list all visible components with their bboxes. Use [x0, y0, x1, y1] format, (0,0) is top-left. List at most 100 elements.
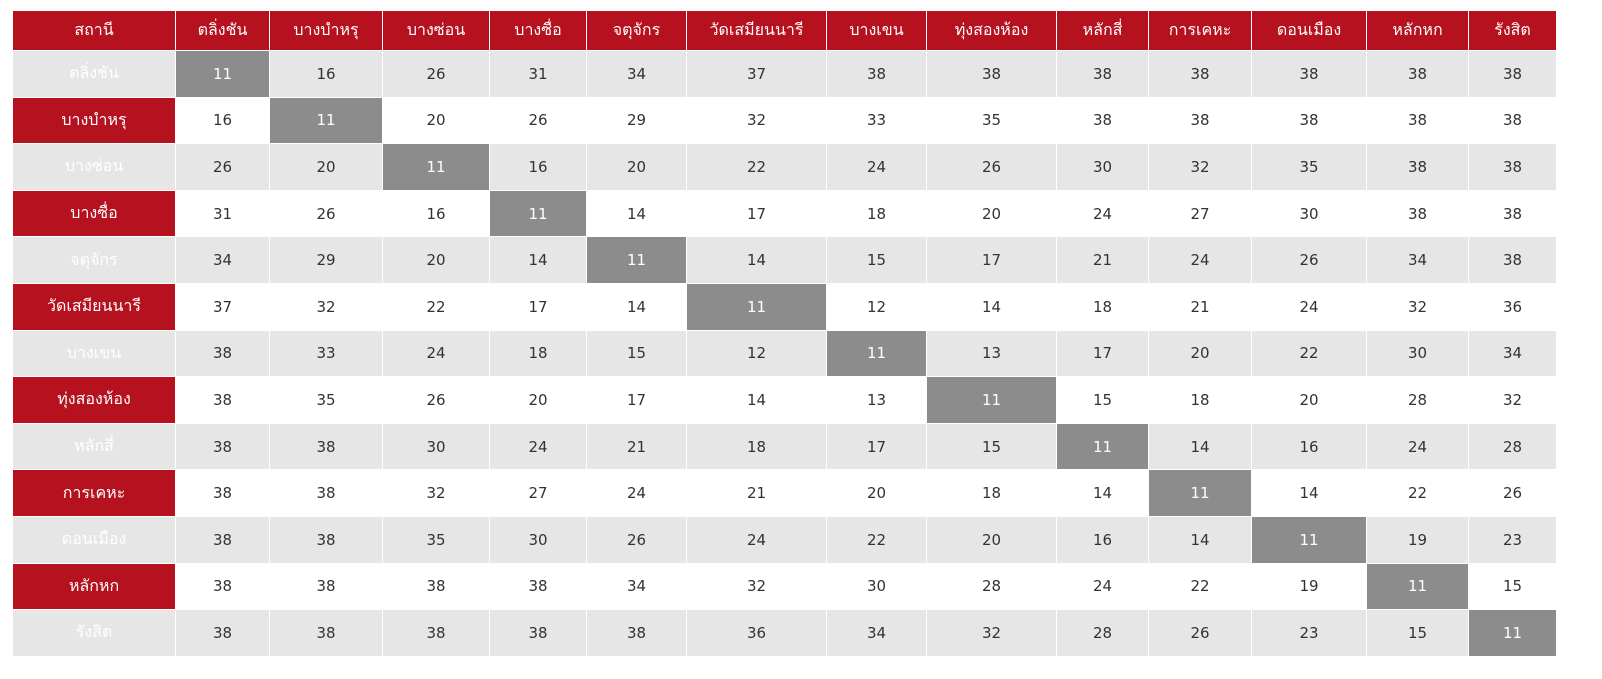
fare-cell: 19 — [1366, 515, 1469, 564]
fare-cell: 16 — [1056, 515, 1149, 564]
fare-cell: 38 — [1468, 143, 1557, 191]
fare-cell: 15 — [926, 422, 1057, 471]
header-row: สถานี ตลิ่งชัน บางบำหรุ บางซ่อน บางซื่อ จตุจั… — [12, 10, 1557, 51]
fare-cell: 26 — [586, 515, 687, 564]
fare-cell: 38 — [489, 562, 587, 611]
fare-table-wrap: สถานี ตลิ่งชัน บางบำหรุ บางซ่อน บางซื่อ จตุจั… — [12, 10, 1557, 657]
fare-cell: 26 — [1148, 609, 1252, 657]
fare-cell: 18 — [686, 422, 827, 471]
fare-cell: 24 — [1148, 236, 1252, 284]
fare-cell: 20 — [489, 376, 587, 424]
fare-cell: 20 — [269, 143, 383, 191]
row-header: บางบำหรุ — [12, 96, 176, 145]
fare-cell: 20 — [826, 469, 927, 517]
fare-cell: 35 — [926, 96, 1057, 145]
fare-cell: 17 — [686, 189, 827, 238]
column-header: บางบำหรุ — [269, 10, 383, 51]
fare-cell: 34 — [826, 609, 927, 657]
fare-cell: 38 — [175, 376, 270, 424]
fare-cell: 11 — [269, 96, 383, 145]
fare-cell: 38 — [826, 50, 927, 98]
fare-cell: 11 — [1148, 469, 1252, 517]
column-header: วัดเสมียนนารี — [686, 10, 827, 51]
fare-cell: 38 — [269, 562, 383, 611]
table-row: การเคหะ 38 38 32 27 24 21 20 18 14 11 14 22 26 — [12, 469, 1557, 517]
fare-cell: 38 — [269, 469, 383, 517]
fare-cell: 24 — [826, 143, 927, 191]
fare-cell: 18 — [1056, 282, 1149, 331]
table-row: หลักสี่ 38 38 30 24 21 18 17 15 11 14 16 24 28 — [12, 422, 1557, 471]
fare-cell: 24 — [686, 515, 827, 564]
fare-cell: 24 — [1056, 189, 1149, 238]
fare-cell: 11 — [382, 143, 490, 191]
fare-cell: 17 — [926, 236, 1057, 284]
fare-cell: 20 — [586, 143, 687, 191]
fare-cell: 38 — [175, 515, 270, 564]
row-header: บางซื่อ — [12, 189, 176, 238]
fare-cell: 16 — [382, 189, 490, 238]
column-header: ตลิ่งชัน — [175, 10, 270, 51]
fare-cell: 17 — [586, 376, 687, 424]
fare-cell: 26 — [1251, 236, 1367, 284]
fare-cell: 30 — [1366, 329, 1469, 378]
fare-cell: 14 — [926, 282, 1057, 331]
fare-table: สถานี ตลิ่งชัน บางบำหรุ บางซ่อน บางซื่อ จตุจั… — [12, 10, 1557, 657]
fare-cell: 30 — [1056, 143, 1149, 191]
fare-cell: 38 — [1468, 189, 1557, 238]
table-row: บางซ่อน 26 20 11 16 20 22 24 26 30 32 35 38 38 — [12, 143, 1557, 191]
fare-cell: 24 — [489, 422, 587, 471]
fare-cell: 24 — [1366, 422, 1469, 471]
fare-cell: 12 — [686, 329, 827, 378]
fare-cell: 30 — [1251, 189, 1367, 238]
fare-cell: 38 — [1366, 50, 1469, 98]
fare-cell: 14 — [686, 376, 827, 424]
fare-cell: 19 — [1251, 562, 1367, 611]
fare-cell: 38 — [1056, 50, 1149, 98]
fare-cell: 38 — [1251, 96, 1367, 145]
fare-cell: 13 — [826, 376, 927, 424]
fare-cell: 11 — [1468, 609, 1557, 657]
fare-cell: 24 — [1056, 562, 1149, 611]
fare-cell: 38 — [1366, 189, 1469, 238]
row-header: บางเขน — [12, 329, 176, 378]
fare-cell: 21 — [1056, 236, 1149, 284]
corner-header: สถานี — [12, 10, 176, 51]
fare-cell: 33 — [826, 96, 927, 145]
fare-cell: 14 — [489, 236, 587, 284]
fare-cell: 17 — [489, 282, 587, 331]
fare-cell: 38 — [1468, 236, 1557, 284]
fare-cell: 15 — [1366, 609, 1469, 657]
fare-cell: 17 — [826, 422, 927, 471]
fare-cell: 22 — [1366, 469, 1469, 517]
fare-cell: 38 — [1468, 50, 1557, 98]
fare-cell: 16 — [1251, 422, 1367, 471]
row-header: ทุ่งสองห้อง — [12, 376, 176, 424]
table-row: ทุ่งสองห้อง 38 35 26 20 17 14 13 11 15 18 20 28 32 — [12, 376, 1557, 424]
fare-cell: 28 — [926, 562, 1057, 611]
fare-cell: 14 — [1251, 469, 1367, 517]
fare-cell: 38 — [269, 609, 383, 657]
fare-cell: 32 — [382, 469, 490, 517]
fare-cell: 30 — [826, 562, 927, 611]
row-header: วัดเสมียนนารี — [12, 282, 176, 331]
fare-cell: 32 — [1468, 376, 1557, 424]
fare-cell: 31 — [489, 50, 587, 98]
fare-cell: 38 — [1366, 96, 1469, 145]
fare-cell: 37 — [175, 282, 270, 331]
fare-cell: 22 — [1148, 562, 1252, 611]
fare-cell: 28 — [1366, 376, 1469, 424]
column-header: บางซ่อน — [382, 10, 490, 51]
fare-cell: 14 — [586, 189, 687, 238]
fare-cell: 26 — [489, 96, 587, 145]
fare-cell: 35 — [382, 515, 490, 564]
fare-cell: 14 — [686, 236, 827, 284]
fare-cell: 15 — [586, 329, 687, 378]
fare-cell: 38 — [1468, 96, 1557, 145]
fare-cell: 22 — [382, 282, 490, 331]
row-header: หลักหก — [12, 562, 176, 611]
fare-cell: 26 — [382, 376, 490, 424]
fare-cell: 18 — [1148, 376, 1252, 424]
fare-cell: 36 — [1468, 282, 1557, 331]
fare-cell: 11 — [926, 376, 1057, 424]
fare-cell: 15 — [826, 236, 927, 284]
